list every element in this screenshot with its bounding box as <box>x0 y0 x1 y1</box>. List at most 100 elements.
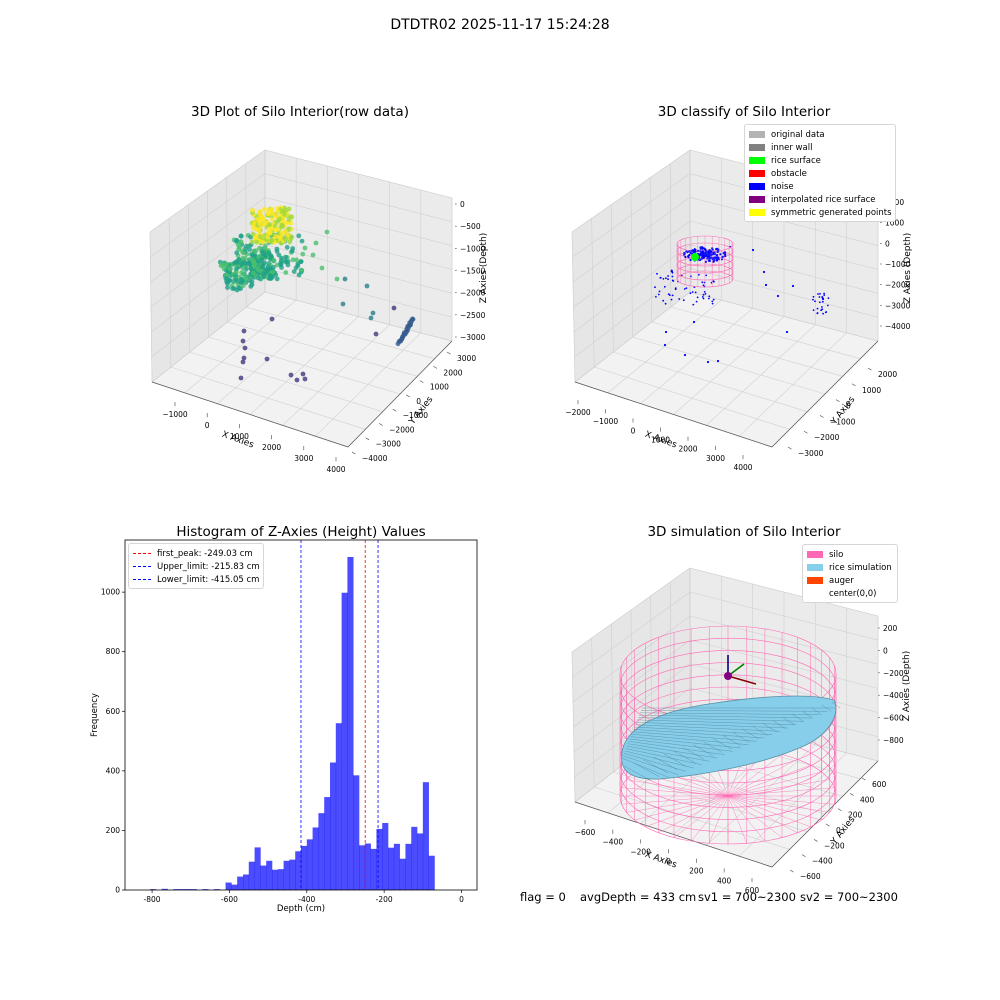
data-point <box>276 252 282 258</box>
simulation-y-tick-mark <box>813 839 818 842</box>
data-point <box>298 259 304 264</box>
classified-point <box>703 254 706 257</box>
classify-x-axis-label: X Axies <box>643 430 678 451</box>
data-point <box>256 227 262 233</box>
rice-mesh-line <box>637 719 796 725</box>
data-point <box>240 359 246 365</box>
classified-point <box>704 260 707 263</box>
x-axis-line <box>574 381 773 448</box>
grid-line <box>571 567 691 653</box>
data-point <box>287 239 293 245</box>
histogram-title: Histogram of Z-Axies (Height) Values <box>176 524 426 540</box>
histogram-bar <box>324 797 331 890</box>
data-point <box>278 234 284 240</box>
classified-point <box>708 297 710 300</box>
data-point <box>291 269 297 274</box>
classified-point <box>689 258 692 262</box>
simulation-y-tick-mark <box>849 793 854 796</box>
classified-point <box>821 306 823 308</box>
classified-point <box>683 253 686 256</box>
data-point <box>319 265 325 271</box>
raw-y-tick-mark <box>406 394 410 398</box>
legend-swatch <box>749 170 765 177</box>
histogram-bar <box>213 889 221 890</box>
histogram-bar <box>301 845 308 890</box>
silo-floor-spoke <box>621 787 835 805</box>
rice-mesh-line <box>640 710 828 712</box>
classified-point <box>816 312 819 314</box>
raw-y-tick-mark <box>419 380 424 383</box>
data-point <box>240 255 246 261</box>
histogram-bar <box>184 889 192 890</box>
histogram-bar <box>411 826 418 890</box>
data-point <box>294 257 299 263</box>
classified-point <box>689 251 692 254</box>
raw-scatter-3d: −1000 0 1000 2000 3000 4000 −4000 −3000 −2000 −10… <box>149 149 489 474</box>
raw-z-tick-label: −2000 <box>460 289 486 298</box>
data-point <box>286 226 292 232</box>
center-marker <box>724 672 732 680</box>
legend-label: inner wall <box>771 142 813 153</box>
data-point <box>260 264 265 270</box>
classify-y-tick-label: −1000 <box>830 417 856 426</box>
legend-swatch <box>749 209 765 216</box>
data-point <box>266 230 271 235</box>
histogram-bar <box>248 861 255 890</box>
simulation-z-tick-label: 200 <box>883 624 898 633</box>
simulation-y-tick-label: −400 <box>812 857 833 866</box>
classified-point <box>683 288 686 290</box>
classify-x-tick-label: 3000 <box>706 454 725 463</box>
simulation-x-tick-label: −600 <box>575 828 596 837</box>
histogram-bar <box>370 848 377 890</box>
classified-point <box>814 300 816 303</box>
data-point <box>271 264 276 270</box>
legend-label: noise <box>771 181 794 192</box>
histogram-bar <box>347 556 354 890</box>
classified-point <box>818 296 821 298</box>
x-axis-line <box>574 801 773 868</box>
classified-point <box>717 248 720 251</box>
classify-x-tick-label: −1000 <box>593 417 619 426</box>
legend-label: rice surface <box>771 155 821 166</box>
simulation-y-tick-label: −200 <box>824 841 845 850</box>
classified-point <box>657 293 660 296</box>
classified-point <box>671 271 674 274</box>
rice-mesh-line <box>821 704 832 712</box>
histogram-bar <box>254 847 261 890</box>
data-point <box>235 242 241 248</box>
classified-point <box>713 259 716 262</box>
flag-text: flag = 0 <box>520 890 566 904</box>
classify-x-tick-label: −2000 <box>565 408 591 417</box>
raw-plot-title: 3D Plot of Silo Interior(row data) <box>191 104 409 120</box>
histogram-bar <box>382 822 389 890</box>
raw-x-tick-label: 0 <box>205 421 210 430</box>
classified-point <box>670 298 673 301</box>
simulation-x-tick-label: 0 <box>666 857 671 866</box>
raw-z-tick-label: −3000 <box>460 333 486 342</box>
auger-x-arrow <box>727 675 757 685</box>
data-point <box>293 265 299 271</box>
simulation-x-tick-label: 200 <box>689 867 704 876</box>
classify-y-tick-label: 2000 <box>878 370 897 379</box>
legend-line-swatch <box>133 566 151 567</box>
rice-mesh-line <box>639 714 812 719</box>
legend-entry: interpolated rice surface <box>749 193 891 206</box>
legend-label: obstacle <box>771 168 807 179</box>
y-axis-line <box>771 340 879 448</box>
simulation-y-tick-mark <box>825 823 830 827</box>
classified-point <box>674 288 677 291</box>
raw-x-tick-label: 2000 <box>262 443 281 452</box>
classified-point <box>791 284 795 288</box>
data-point <box>267 222 272 228</box>
legend-label: Upper_limit: -215.83 cm <box>157 561 260 572</box>
classified-point <box>698 273 700 276</box>
simulation-x-tick-label: 400 <box>717 876 732 885</box>
histogram-bar <box>173 889 180 890</box>
avg-depth-text: avgDepth = 433 cm <box>580 890 697 904</box>
data-point <box>364 283 370 289</box>
classified-point <box>659 277 662 279</box>
histogram-bar <box>190 889 197 890</box>
raw-y-tick-mark <box>433 366 438 369</box>
legend-entry: rice surface <box>749 154 891 167</box>
data-point <box>262 206 267 212</box>
